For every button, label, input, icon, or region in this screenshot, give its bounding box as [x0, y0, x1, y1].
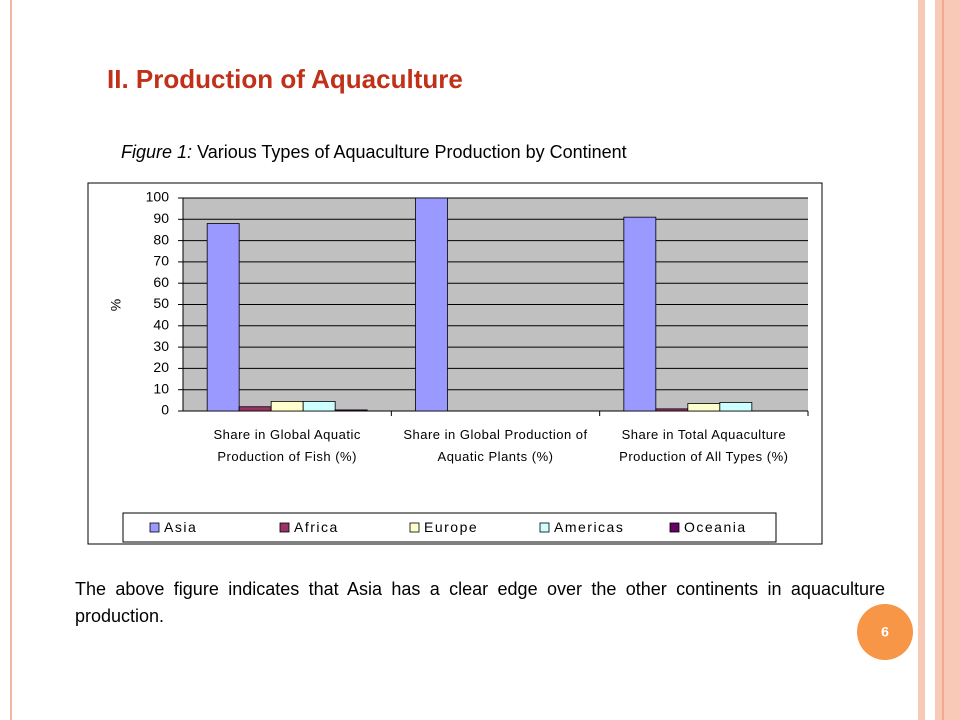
bar — [238, 406, 272, 412]
bar — [655, 408, 689, 412]
bar — [206, 223, 240, 412]
legend-label: Americas — [554, 519, 624, 535]
left-stripe — [10, 0, 12, 720]
y-tick-label: 60 — [153, 274, 169, 290]
bar — [687, 403, 721, 412]
y-axis-label: % — [108, 299, 124, 311]
slide-title: II. Production of Aquaculture — [107, 64, 463, 94]
bar — [334, 409, 368, 412]
bar — [302, 401, 336, 412]
y-tick-label: 30 — [153, 338, 169, 354]
bar — [623, 216, 657, 412]
legend-label: Oceania — [684, 519, 747, 535]
y-tick-label: 90 — [153, 210, 169, 226]
legend-swatch — [539, 522, 550, 533]
legend-swatch — [149, 522, 160, 533]
bar — [415, 197, 448, 412]
bar — [719, 402, 753, 412]
y-tick-label: 100 — [146, 189, 170, 205]
legend-label: Asia — [164, 519, 197, 535]
legend-swatch — [279, 522, 290, 533]
figure-caption: Figure 1: Various Types of Aquaculture P… — [121, 142, 627, 163]
bar — [270, 401, 304, 412]
y-tick-label: 0 — [161, 402, 169, 418]
legend-swatch — [409, 522, 420, 533]
y-tick-label: 10 — [153, 380, 169, 396]
y-tick-label: 50 — [153, 295, 169, 311]
legend-label: Africa — [294, 519, 339, 535]
y-tick-label: 40 — [153, 317, 169, 333]
caption-label: Figure 1: — [121, 142, 193, 162]
legend-swatch — [669, 522, 680, 533]
y-tick-label: 20 — [153, 359, 169, 375]
legend — [122, 512, 777, 543]
page-badge — [857, 604, 913, 660]
y-tick-label: 70 — [153, 253, 169, 269]
paragraph: The above figure indicates that Asia has… — [75, 579, 885, 626]
caption-text: Various Types of Aquaculture Production … — [197, 142, 627, 162]
x-tick-label: Share in Global Production of Aquatic Pl… — [403, 427, 588, 464]
y-tick-label: 80 — [153, 231, 169, 247]
x-tick-label: Share in Global Aquatic Production of Fi… — [213, 427, 361, 464]
right-stripe — [918, 0, 925, 720]
legend-label: Europe — [424, 519, 478, 535]
page-number: 6 — [881, 624, 889, 640]
right-stripe — [942, 0, 944, 720]
x-tick-label: Share in Total Aquaculture Production of… — [619, 427, 789, 464]
right-stripe — [935, 0, 960, 720]
